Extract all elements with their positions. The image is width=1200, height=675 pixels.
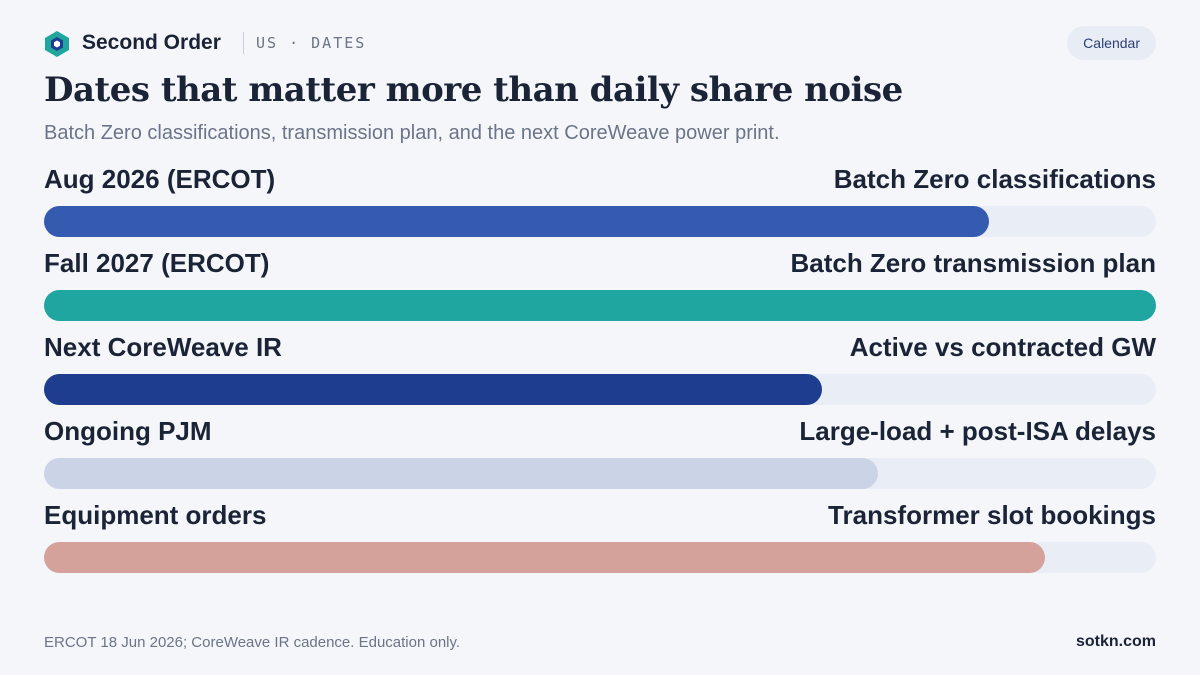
- bar: [44, 206, 989, 237]
- chart-subtitle: Batch Zero classifications, transmission…: [44, 122, 780, 144]
- bar: [44, 542, 1045, 573]
- chart-title: Dates that matter more than daily share …: [44, 70, 903, 110]
- chart-row: Aug 2026 (ERCOT) Batch Zero classificatio…: [44, 164, 1156, 248]
- hexagon-logo-icon: [45, 31, 69, 57]
- bar-track: [44, 542, 1156, 573]
- category-label: Fall 2027 (ERCOT): [44, 248, 270, 278]
- category-description: Active vs contracted GW: [849, 332, 1156, 362]
- bar-track: [44, 374, 1156, 405]
- footer-note: ERCOT 18 Jun 2026; CoreWeave IR cadence.…: [44, 634, 461, 651]
- bar-chart: Aug 2026 (ERCOT) Batch Zero classificatio…: [44, 164, 1156, 584]
- bar: [44, 374, 822, 405]
- bar: [44, 458, 878, 489]
- category-label: Next CoreWeave IR: [44, 332, 282, 362]
- header: Second Order US · DATES Calendar: [44, 26, 1156, 60]
- category-label: Aug 2026 (ERCOT): [44, 164, 276, 194]
- chart-row: Next CoreWeave IR Active vs contracted GW: [44, 332, 1156, 416]
- category-label: Ongoing PJM: [44, 416, 212, 446]
- header-divider: [243, 32, 244, 54]
- chart-row: Ongoing PJM Large-load + post-ISA delays: [44, 416, 1156, 500]
- category-description: Large-load + post-ISA delays: [799, 416, 1156, 446]
- bar-track: [44, 458, 1156, 489]
- bar-track: [44, 290, 1156, 321]
- chart-row: Equipment orders Transformer slot booking…: [44, 500, 1156, 584]
- category-description: Batch Zero transmission plan: [790, 248, 1156, 278]
- category-description: Batch Zero classifications: [833, 164, 1156, 194]
- brand-name: Second Order: [82, 31, 221, 54]
- footer-site[interactable]: sotkn.com: [1075, 633, 1156, 650]
- bar: [44, 290, 1156, 321]
- category-label: Equipment orders: [44, 500, 267, 530]
- category-description: Transformer slot bookings: [828, 500, 1156, 530]
- bar-track: [44, 206, 1156, 237]
- calendar-pill[interactable]: Calendar: [1067, 26, 1156, 60]
- chart-row: Fall 2027 (ERCOT) Batch Zero transmission…: [44, 248, 1156, 332]
- section-label: US · DATES: [256, 34, 367, 52]
